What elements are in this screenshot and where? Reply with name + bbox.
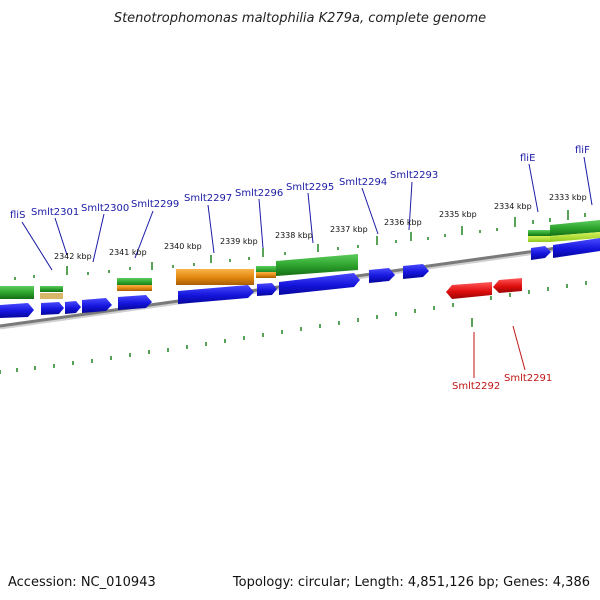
accession-text: Accession: NC_010943 (8, 575, 156, 590)
scale-label: 2337 kbp (330, 225, 368, 234)
scale-label: 2335 kbp (439, 210, 477, 219)
scale-label: 2333 kbp (549, 193, 587, 202)
gene-arrow-forward[interactable] (82, 298, 112, 313)
gene-arrow-forward[interactable] (41, 302, 64, 315)
bottom-gene-labels: Smlt2292 Smlt2291 (452, 373, 552, 392)
scale-label: 2336 kbp (384, 218, 422, 227)
feature-orange-bar (256, 272, 276, 278)
feature-green-bar (40, 286, 63, 292)
forward-genes (0, 238, 600, 318)
feature-tan-bar (40, 293, 63, 299)
gene-label[interactable]: fliE (520, 153, 535, 164)
gene-label[interactable]: Smlt2292 (452, 381, 500, 392)
feature-green-bar (276, 254, 358, 276)
feature-green-bar (0, 286, 34, 299)
gene-label[interactable]: Smlt2291 (504, 373, 552, 384)
lower-tick-track (0, 281, 587, 374)
feature-orange-bar (176, 269, 254, 285)
gene-arrow-reverse[interactable] (446, 282, 492, 299)
top-gene-labels: fliS Smlt2301 Smlt2300 Smlt2299 Smlt2297… (10, 145, 590, 221)
gene-label[interactable]: Smlt2296 (235, 188, 283, 199)
scale-label: 2338 kbp (275, 231, 313, 240)
upper-tick-track (14, 210, 586, 280)
feature-green-bar (256, 266, 276, 274)
scale-label: 2334 kbp (494, 202, 532, 211)
gene-leader-lines (21, 156, 593, 271)
gene-arrow-reverse[interactable] (493, 278, 522, 293)
reverse-genes (446, 278, 522, 299)
feature-tracks (0, 220, 600, 299)
scale-label: 2340 kbp (164, 242, 202, 251)
gene-arrow-forward[interactable] (257, 283, 277, 296)
gene-arrow-forward[interactable] (118, 295, 152, 310)
scale-label: 2339 kbp (220, 237, 258, 246)
gene-arrow-forward[interactable] (553, 238, 600, 258)
gene-label[interactable]: fliS (10, 210, 25, 221)
feature-orange-bar (117, 285, 152, 291)
gene-arrow-forward[interactable] (178, 285, 254, 304)
gene-arrow-forward[interactable] (369, 268, 395, 283)
gene-label[interactable]: Smlt2295 (286, 182, 334, 193)
gene-arrow-forward[interactable] (279, 273, 360, 295)
feature-green-bar (117, 278, 152, 286)
scale-label: 2342 kbp (54, 252, 92, 261)
bottom-leader-lines (473, 325, 526, 378)
gene-label[interactable]: Smlt2299 (131, 199, 179, 210)
gene-label[interactable]: fliF (575, 145, 590, 156)
gene-label[interactable]: Smlt2297 (184, 193, 232, 204)
feature-green-bar (550, 220, 600, 236)
gene-label[interactable]: Smlt2300 (81, 203, 129, 214)
gene-label[interactable]: Smlt2293 (390, 170, 438, 181)
scale-labels: 2342 kbp 2341 kbp 2340 kbp 2339 kbp 2338… (54, 193, 587, 261)
scale-label: 2341 kbp (109, 248, 147, 257)
gene-label[interactable]: Smlt2301 (31, 207, 79, 218)
feature-green-bar (528, 230, 550, 236)
gene-arrow-forward[interactable] (0, 303, 34, 318)
gene-label[interactable]: Smlt2294 (339, 177, 387, 188)
gene-arrow-forward[interactable] (65, 301, 81, 314)
gene-arrow-forward[interactable] (531, 246, 551, 260)
gene-arrow-forward[interactable] (403, 264, 429, 279)
genome-title: Stenotrophomonas maltophilia K279a, comp… (114, 11, 486, 26)
genome-summary-text: Topology: circular; Length: 4,851,126 bp… (232, 575, 590, 590)
feature-light-green-bar (528, 236, 550, 242)
feature-light-green-bar (550, 232, 600, 242)
